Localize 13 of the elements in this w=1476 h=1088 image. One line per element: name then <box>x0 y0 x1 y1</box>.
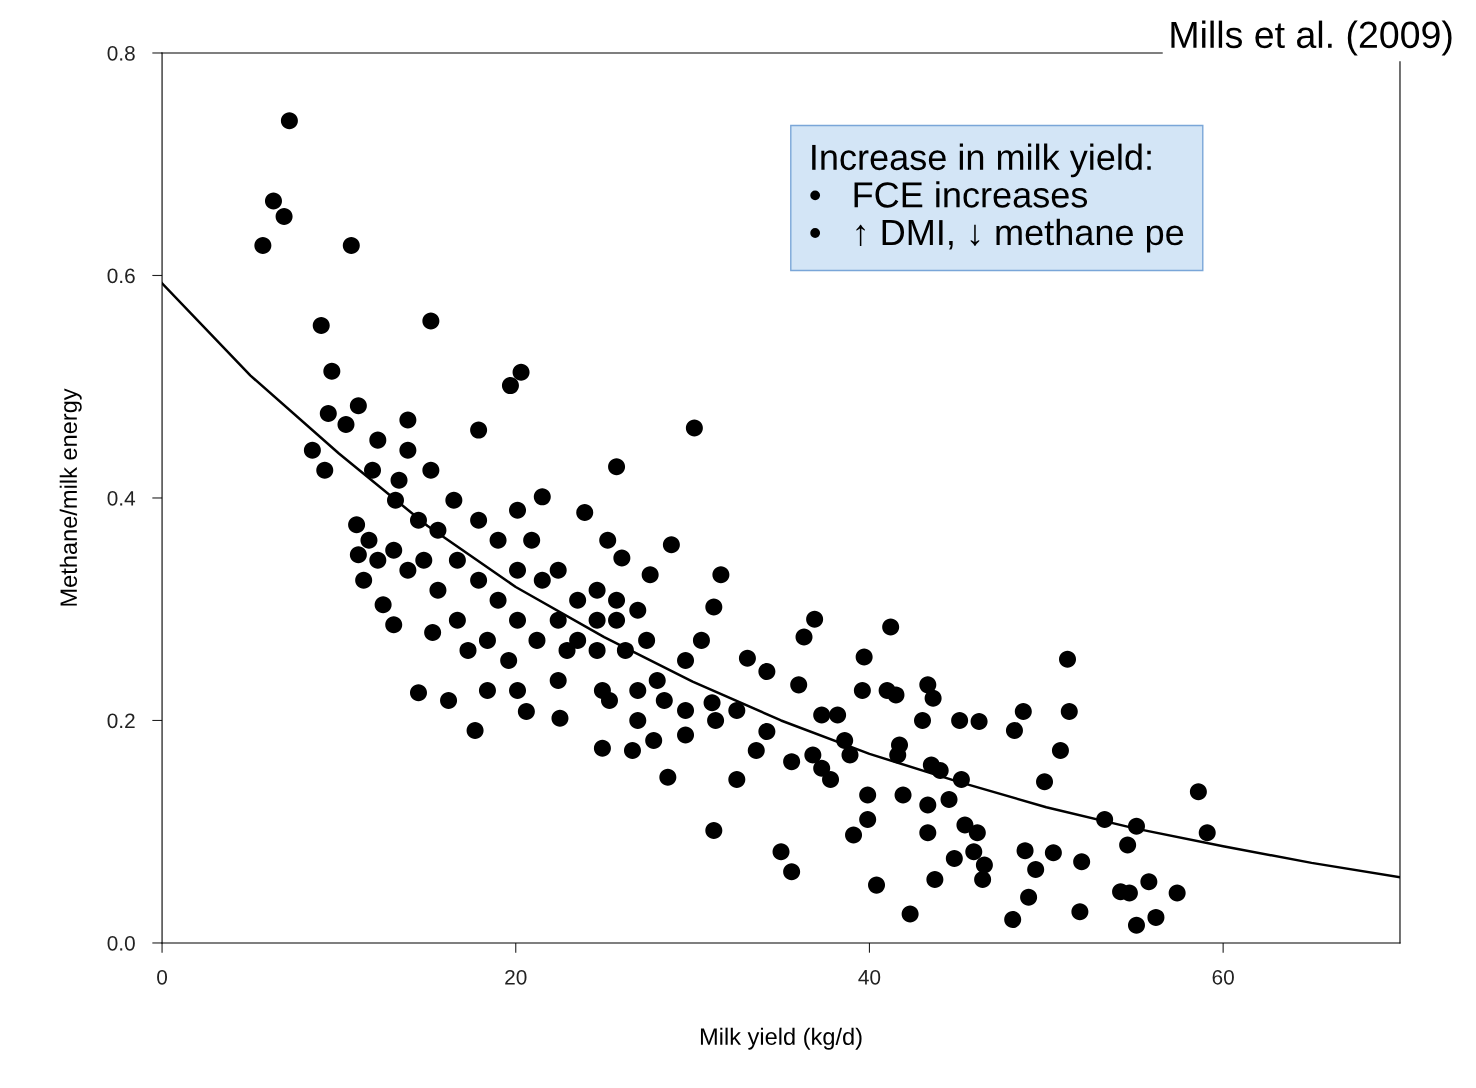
x-tick-label: 0 <box>157 969 168 985</box>
y-tick-label: 0.0 <box>107 935 135 951</box>
x-tick-label: 60 <box>1212 969 1234 985</box>
y-tick-label: 0.4 <box>107 490 136 506</box>
annotation: Increase in milk yield: • FCE increases • ↑ DMI, ↓ methane pe <box>810 143 1184 253</box>
y-tick-label: 0.6 <box>107 268 135 284</box>
x-axis-title: Milk yield (kg/d) <box>700 1027 862 1050</box>
y-tick-label: 0.8 <box>107 45 135 61</box>
y-tick-label: 0.2 <box>107 713 135 729</box>
x-tick-label: 40 <box>858 969 881 985</box>
annotation: Mills et al. (2009) <box>1171 20 1452 56</box>
y-axis-title: Methane/milk energy <box>59 388 82 606</box>
x-tick-label: 20 <box>505 969 527 985</box>
